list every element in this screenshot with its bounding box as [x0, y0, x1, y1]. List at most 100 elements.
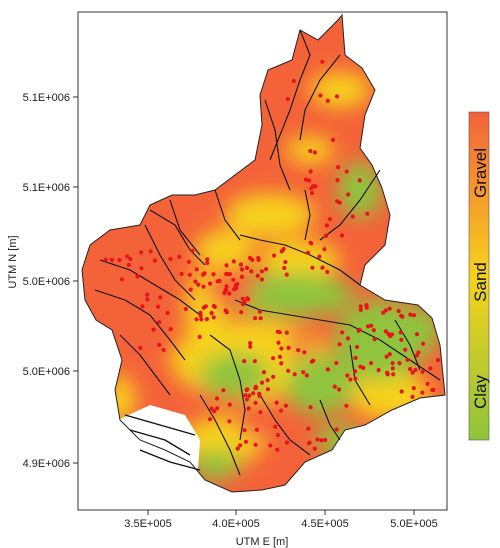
sample-point [261, 370, 267, 375]
sample-point [201, 284, 206, 289]
sample-point [259, 269, 264, 274]
sample-point [420, 390, 425, 395]
sample-point [242, 299, 247, 304]
sample-point [215, 279, 220, 284]
sample-point [148, 249, 153, 254]
sample-point [231, 259, 236, 264]
sample-point [268, 443, 273, 448]
sample-point [431, 387, 436, 392]
sample-point [320, 59, 325, 64]
sample-point [320, 265, 325, 270]
sample-point [177, 254, 182, 259]
sample-point [215, 406, 220, 411]
sample-point [246, 406, 251, 411]
sample-point [306, 441, 311, 446]
sample-point [190, 248, 195, 253]
sample-point [260, 380, 265, 385]
y-tick-labels: 5.1E+006 5.1E+006 5.0E+006 5.0E+006 4.9E… [23, 92, 70, 470]
y-tick-label: 4.9E+006 [23, 458, 70, 470]
sample-point [256, 256, 261, 261]
sample-point [413, 367, 418, 373]
sample-point [242, 359, 247, 364]
sample-point [251, 391, 256, 396]
sample-point [276, 340, 281, 345]
sample-point [239, 267, 245, 272]
sample-point [390, 361, 395, 366]
sample-point [259, 277, 264, 282]
sample-point [265, 378, 270, 383]
sample-point [271, 356, 276, 361]
sample-point [365, 211, 370, 216]
sample-point [227, 291, 232, 296]
sample-point [308, 148, 313, 154]
sample-point [383, 329, 388, 334]
sample-point [353, 376, 358, 381]
sample-point [157, 320, 162, 325]
sample-point [344, 169, 349, 174]
sample-point [324, 223, 329, 228]
sample-point [194, 317, 199, 322]
sample-point [414, 353, 419, 358]
sample-point [145, 292, 150, 297]
sample-point [355, 344, 360, 350]
sample-point [345, 373, 350, 378]
sample-point [168, 256, 173, 262]
sample-point [238, 443, 243, 448]
sample-point [387, 352, 392, 357]
sample-point [227, 419, 232, 424]
y-tick-label: 5.0E+006 [23, 366, 70, 378]
sample-point [187, 272, 192, 277]
sample-point [411, 313, 417, 318]
sample-point [209, 406, 214, 411]
sample-point [255, 273, 260, 278]
sample-point [125, 254, 130, 259]
sample-point [231, 277, 236, 282]
sample-point [411, 386, 416, 391]
sample-point [310, 184, 315, 189]
sample-point [156, 304, 161, 309]
sample-point [283, 403, 288, 408]
sample-point [253, 442, 258, 447]
sample-point [128, 256, 133, 261]
sample-point [323, 437, 328, 443]
sample-point [103, 257, 108, 262]
sample-point [310, 265, 315, 270]
x-tick-label: 4.0E+005 [212, 518, 259, 530]
sample-point [420, 369, 425, 374]
sample-point [335, 199, 340, 204]
sample-point [277, 330, 282, 335]
sample-point [235, 446, 240, 451]
sample-point [279, 408, 284, 413]
sample-point [315, 437, 320, 442]
legend-label-clay: Clay [471, 374, 490, 409]
sample-point [346, 192, 351, 197]
sample-point [275, 447, 280, 452]
sample-point [199, 317, 204, 322]
sample-point [244, 388, 249, 393]
sample-point [165, 310, 170, 316]
sample-point [421, 341, 426, 346]
sample-point [139, 250, 144, 255]
sample-point [222, 290, 227, 296]
sample-point [135, 274, 140, 279]
sample-point [325, 367, 330, 372]
sample-point [279, 361, 284, 366]
legend-label-sand: Sand [471, 262, 490, 302]
sample-point [117, 257, 122, 263]
sample-point [285, 96, 290, 102]
sample-point [257, 391, 262, 396]
sample-point [186, 259, 191, 264]
sample-point [414, 332, 420, 337]
sample-point [340, 330, 345, 335]
sample-point [109, 257, 114, 263]
sample-point [305, 250, 311, 255]
sample-point [410, 394, 415, 399]
sample-point [274, 400, 279, 405]
sample-point [158, 295, 163, 300]
sample-point [304, 373, 309, 378]
sample-point [334, 94, 340, 99]
sample-point [138, 345, 143, 350]
sample-point [145, 297, 150, 302]
sample-point [258, 316, 263, 321]
sample-point [211, 303, 216, 309]
